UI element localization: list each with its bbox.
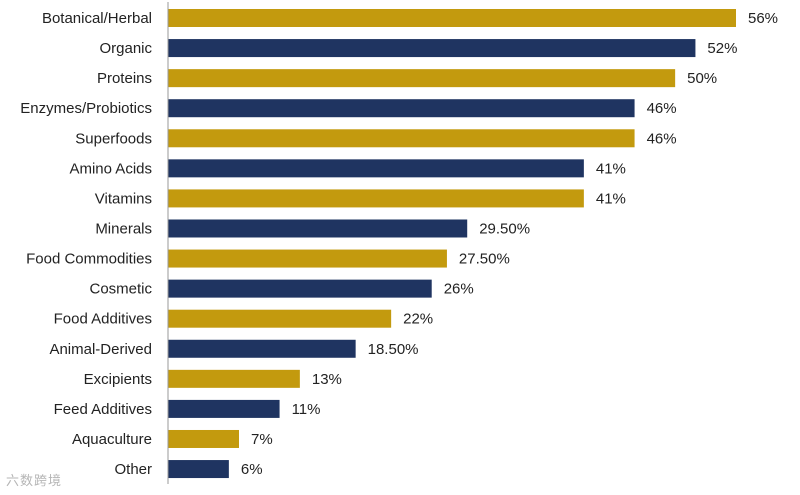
category-label: Proteins (97, 70, 152, 87)
bar-enzymes-probiotics (168, 99, 635, 118)
category-label: Other (114, 461, 152, 478)
category-label: Excipients (84, 371, 152, 388)
value-label: 50% (687, 70, 717, 87)
value-label: 11% (292, 401, 321, 418)
bar-superfoods (168, 129, 635, 148)
value-label: 56% (748, 10, 778, 27)
bar-animal-derived (168, 339, 356, 358)
category-label: Botanical/Herbal (42, 10, 152, 27)
category-label: Food Commodities (26, 251, 152, 268)
category-label: Enzymes/Probiotics (20, 100, 152, 117)
bar-food-additives (168, 309, 392, 328)
category-label: Vitamins (95, 190, 152, 207)
value-label: 13% (312, 371, 342, 388)
value-label: 41% (596, 190, 626, 207)
bar-aquaculture (168, 429, 239, 448)
category-label: Aquaculture (72, 431, 152, 448)
category-label: Cosmetic (89, 281, 152, 298)
bar-excipients (168, 369, 300, 388)
value-label: 6% (241, 461, 263, 478)
bar-vitamins (168, 189, 584, 208)
bar-amino-acids (168, 159, 584, 178)
category-label: Organic (99, 40, 152, 57)
category-label: Food Additives (54, 311, 152, 328)
value-label: 52% (707, 40, 737, 57)
category-label: Amino Acids (69, 160, 152, 177)
bar-minerals (168, 219, 468, 238)
value-label: 41% (596, 160, 626, 177)
category-label: Animal-Derived (49, 341, 152, 358)
bar-other (168, 460, 229, 479)
category-label: Minerals (95, 220, 152, 237)
value-label: 46% (647, 130, 677, 147)
category-labels: Botanical/Herbal Organic Proteins Enzymes/P… (20, 10, 152, 478)
bar-organic (168, 39, 696, 58)
value-label: 27.50% (459, 251, 510, 268)
bar-cosmetic (168, 279, 432, 298)
category-label: Feed Additives (54, 401, 152, 418)
value-labels: 56% 52% 50% 46% 46% 41% 41% 29.50% 27.50% 26% 22% 1… (241, 10, 778, 478)
value-label: 18.50% (368, 341, 419, 358)
bar-feed-additives (168, 399, 280, 418)
value-label: 22% (403, 311, 433, 328)
value-label: 46% (647, 100, 677, 117)
bar-botanical-herbal (168, 9, 736, 27)
category-label: Superfoods (75, 130, 152, 147)
bars-layer (168, 9, 736, 479)
value-label: 7% (251, 431, 273, 448)
value-label: 26% (444, 281, 474, 298)
watermark: 六数跨境 (6, 474, 63, 489)
bar-food-commodities (168, 249, 447, 268)
bar-proteins (168, 69, 676, 88)
value-label: 29.50% (479, 220, 530, 237)
